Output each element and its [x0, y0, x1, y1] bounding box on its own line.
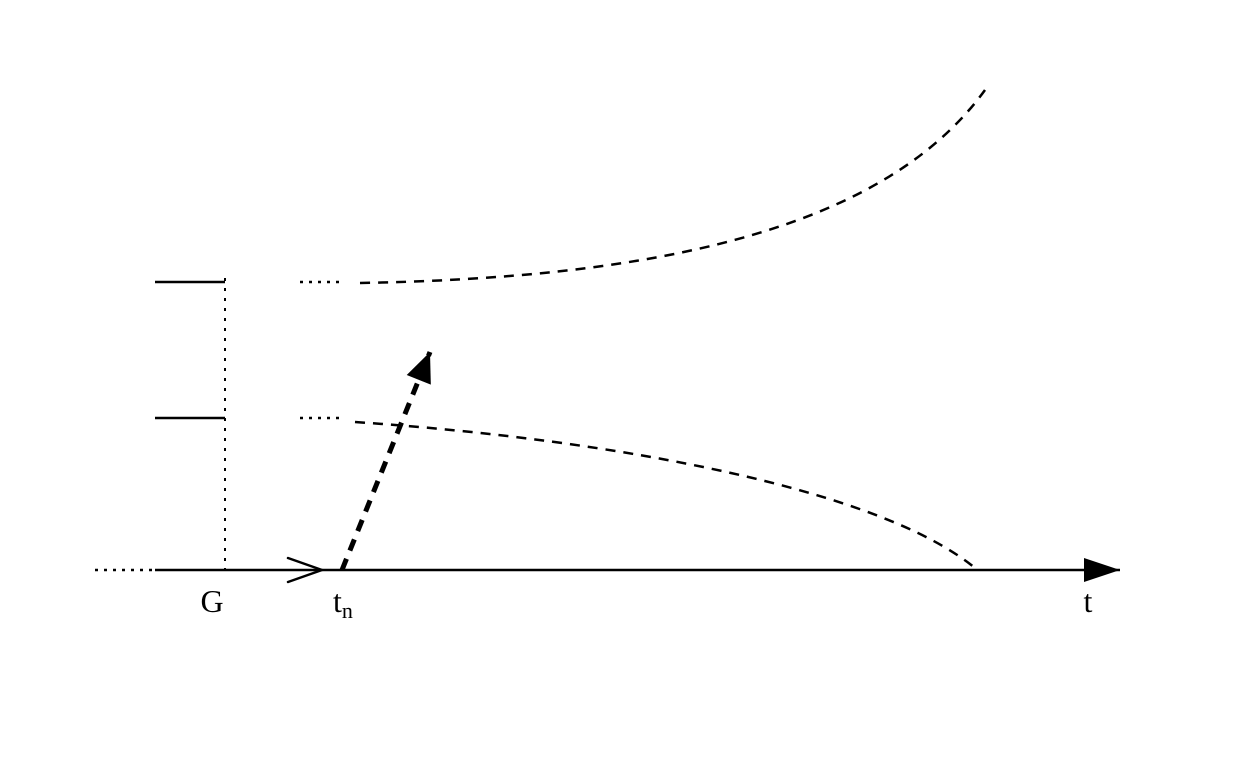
diagram-canvas: Gtn t: [0, 0, 1250, 784]
label-G: G: [200, 583, 223, 619]
label-tn: tn: [333, 583, 353, 623]
label-t: t: [1084, 583, 1093, 619]
